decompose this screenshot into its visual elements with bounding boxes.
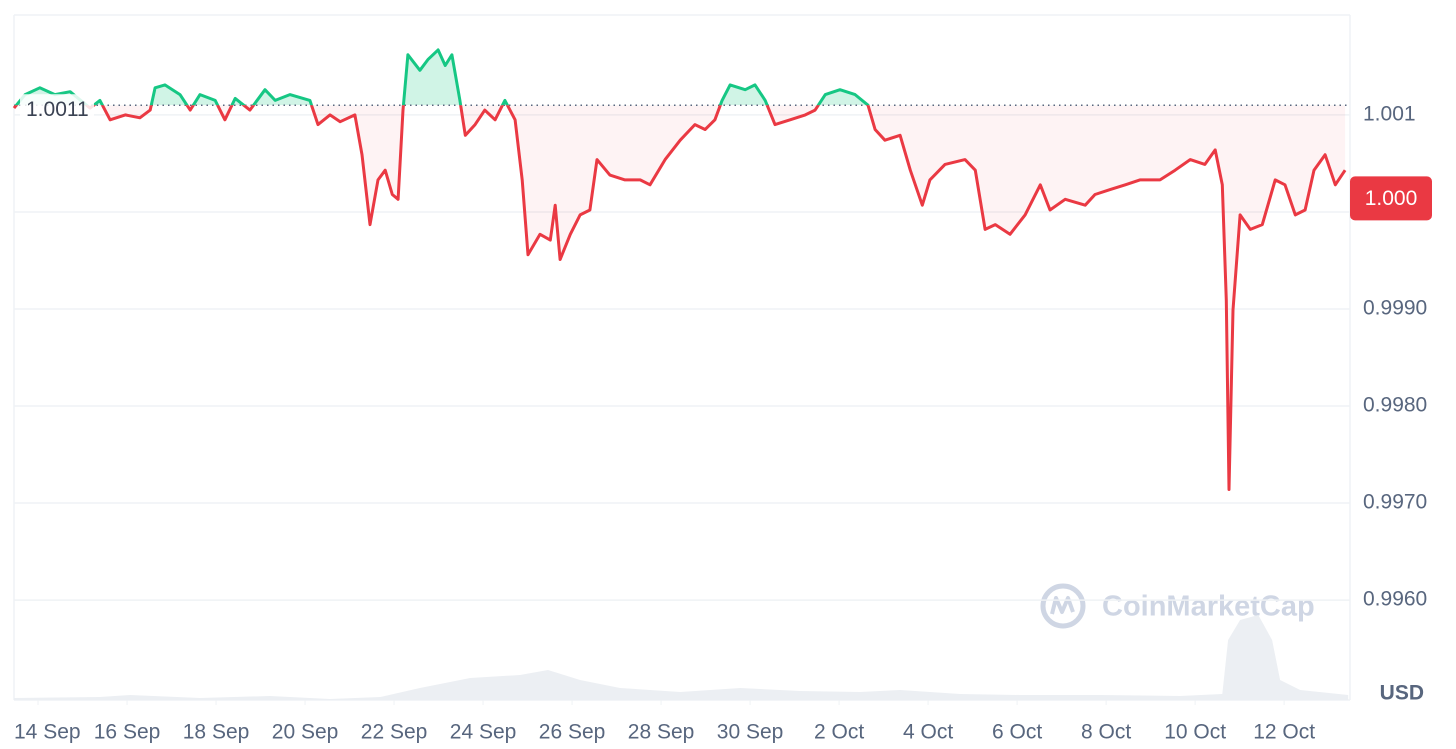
- x-tick-label: 26 Sep: [539, 721, 606, 744]
- y-tick-label: 0.9990: [1363, 297, 1427, 320]
- y-tick-label: 0.9980: [1363, 394, 1427, 417]
- x-tick-label: 6 Oct: [992, 721, 1042, 744]
- y-tick-label: 0.9960: [1363, 588, 1427, 611]
- line-up: [14, 48, 870, 106]
- y-axis-label: USD: [1380, 682, 1424, 705]
- x-tick-label: 18 Sep: [183, 721, 250, 744]
- x-tick-label: 28 Sep: [628, 721, 695, 744]
- x-tick-label: 10 Oct: [1164, 721, 1226, 744]
- x-tick-label: 8 Oct: [1081, 721, 1131, 744]
- y-tick-label: 1.001: [1363, 102, 1416, 125]
- area-down: [14, 105, 1346, 490]
- x-tick-label: 20 Sep: [272, 721, 339, 744]
- x-tick-label: 2 Oct: [814, 721, 864, 744]
- watermark-logo: [1040, 583, 1086, 629]
- x-tick-label: 30 Sep: [717, 721, 784, 744]
- watermark: CoinMarketCap: [1102, 591, 1315, 623]
- x-tick-label: 22 Sep: [361, 721, 428, 744]
- area-up: [16, 49, 869, 106]
- x-tick-label: 16 Sep: [94, 721, 161, 744]
- y-tick-label: 0.9970: [1363, 491, 1427, 514]
- line-down: [12, 105, 1347, 491]
- current-price-label: 1.000: [1365, 187, 1418, 210]
- baseline-label-bg: [20, 94, 94, 119]
- volume-area: [14, 615, 1349, 700]
- x-tick-label: 4 Oct: [903, 721, 953, 744]
- current-price-badge: [1350, 176, 1432, 221]
- baseline-label: 1.0011: [26, 98, 89, 121]
- x-tick-label: 24 Sep: [450, 721, 517, 744]
- x-tick-label: 14 Sep: [14, 721, 81, 744]
- x-tick-label: 12 Oct: [1253, 721, 1315, 744]
